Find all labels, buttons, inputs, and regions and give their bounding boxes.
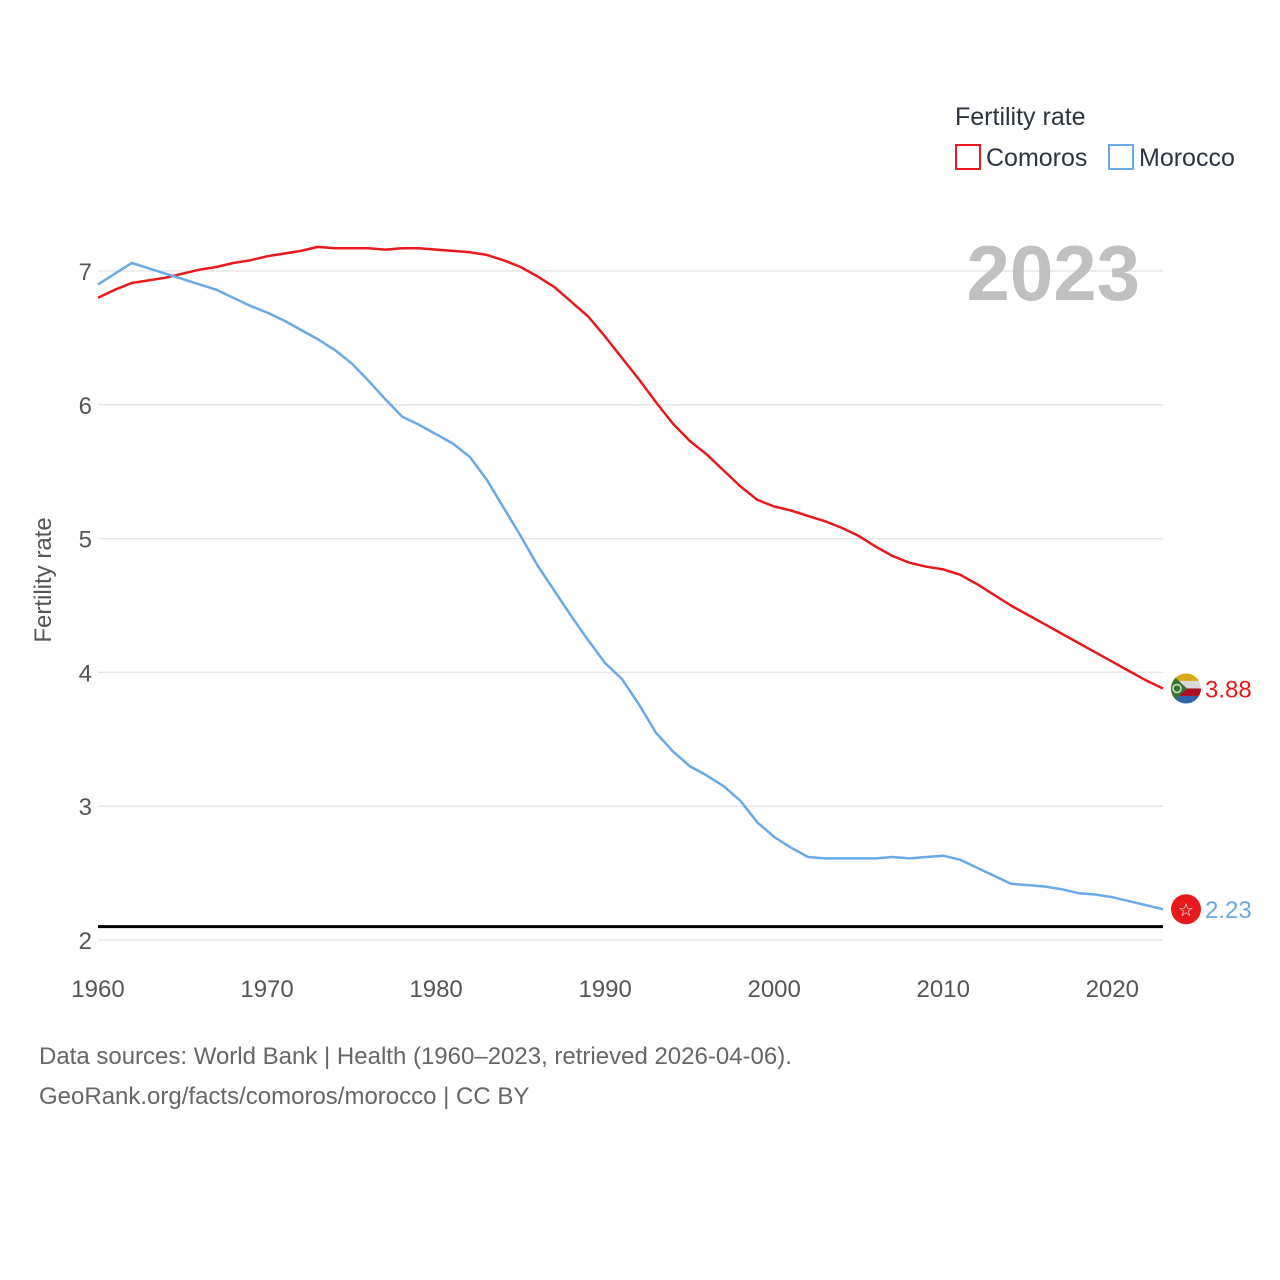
series-end-markers: 3.88 ☆ 2.23 <box>1171 673 1252 925</box>
x-tick-label: 2020 <box>1086 976 1139 1003</box>
svg-text:☆: ☆ <box>1178 900 1194 921</box>
series-line-comoros <box>97 245 1164 690</box>
x-tick-label: 1990 <box>578 976 631 1003</box>
y-tick-label: 4 <box>79 660 92 687</box>
comoros-flag-icon <box>1171 673 1201 704</box>
end-value-label: 3.88 <box>1205 676 1252 703</box>
series-lines <box>97 245 1164 911</box>
legend-title: Fertility rate <box>955 103 1086 131</box>
attribution-line: GeoRank.org/facts/comoros/morocco | CC B… <box>39 1083 530 1110</box>
legend-label: Morocco <box>1139 144 1235 172</box>
x-tick-label: 2010 <box>917 976 970 1003</box>
x-tick-label: 1960 <box>71 976 124 1003</box>
year-label: 2023 <box>966 229 1140 317</box>
y-axis-label: Fertility rate <box>30 517 57 642</box>
morocco-flag-icon: ☆ <box>1171 894 1201 925</box>
end-value-label: 2.23 <box>1205 897 1252 924</box>
source-line: Data sources: World Bank | Health (1960–… <box>39 1043 792 1070</box>
x-axis-ticks: 1960 1970 1980 1990 2000 2010 2020 <box>71 976 1139 1003</box>
gridlines <box>98 270 1163 941</box>
legend-swatch <box>1108 144 1134 170</box>
y-tick-label: 3 <box>79 794 92 821</box>
x-tick-label: 1970 <box>240 976 293 1003</box>
series-line-morocco <box>97 261 1164 911</box>
y-tick-label: 7 <box>79 259 92 286</box>
x-tick-label: 1980 <box>409 976 462 1003</box>
fertility-chart: 2023 3.88 ☆ 2.23 2 3 4 5 6 7 1960 1970 1980 1990 20… <box>30 103 1252 1003</box>
y-tick-label: 5 <box>79 527 92 554</box>
legend-label: Comoros <box>986 144 1087 172</box>
x-tick-label: 2000 <box>747 976 800 1003</box>
legend-swatch <box>955 144 981 170</box>
legend-item-morocco: Morocco <box>1108 144 1235 172</box>
legend: Fertility rate Comoros Morocco <box>955 103 1235 172</box>
y-axis-ticks: 2 3 4 5 6 7 <box>79 259 92 955</box>
legend-item-comoros: Comoros <box>955 144 1087 172</box>
y-tick-label: 6 <box>79 393 92 420</box>
y-tick-label: 2 <box>79 928 92 955</box>
